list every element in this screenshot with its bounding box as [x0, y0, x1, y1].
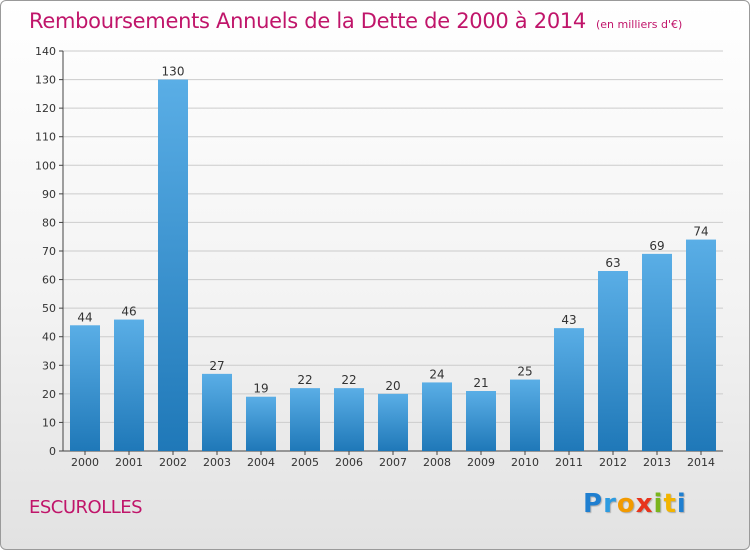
data-label: 74 — [693, 225, 708, 239]
bar — [378, 393, 408, 451]
logo-letter: x — [635, 489, 654, 519]
logo-letter: o — [616, 489, 636, 519]
y-tick-label: 50 — [42, 302, 56, 315]
bar — [290, 388, 320, 451]
x-tick-label: 2012 — [599, 456, 627, 469]
data-label: 27 — [209, 359, 224, 373]
data-label: 69 — [649, 239, 664, 253]
bar — [158, 79, 188, 452]
bar — [642, 253, 672, 451]
x-tick-label: 2003 — [203, 456, 231, 469]
labels: 2000 44 2001 46 2002 130 2003 27 2004 19 2005 22 200… — [71, 65, 715, 469]
y-tick-label: 30 — [42, 359, 56, 372]
data-label: 43 — [561, 313, 576, 327]
y-tick-label: 120 — [35, 102, 56, 115]
x-tick-label: 2002 — [159, 456, 187, 469]
y-tick-label: 60 — [42, 274, 56, 287]
data-label: 44 — [77, 310, 92, 324]
logo-letter: r — [603, 489, 617, 519]
y-tick-label: 140 — [35, 45, 56, 58]
x-tick-label: 2001 — [115, 456, 143, 469]
bar — [70, 325, 100, 451]
data-label: 25 — [517, 365, 532, 379]
data-label: 24 — [429, 367, 444, 381]
x-tick-label: 2006 — [335, 456, 363, 469]
chart-unit: (en milliers d'€) — [596, 18, 683, 31]
x-tick-label: 2005 — [291, 456, 319, 469]
proxiti-logo: Proxiti — [583, 489, 687, 519]
x-tick-label: 2009 — [467, 456, 495, 469]
y-tick-label: 80 — [42, 216, 56, 229]
y-tick-label: 20 — [42, 388, 56, 401]
x-tick-label: 2008 — [423, 456, 451, 469]
y-tick-label: 70 — [42, 245, 56, 258]
bar — [246, 396, 276, 451]
x-tick-label: 2004 — [247, 456, 275, 469]
x-tick-label: 2000 — [71, 456, 99, 469]
y-tick-label: 130 — [35, 74, 56, 87]
bars — [70, 79, 716, 452]
bar — [202, 373, 232, 451]
chart-title-text: Remboursements Annuels de la Dette de 20… — [29, 9, 586, 33]
x-tick-label: 2014 — [687, 456, 715, 469]
bar — [598, 271, 628, 451]
y-tick-label: 90 — [42, 188, 56, 201]
bar — [466, 391, 496, 451]
logo-letter: t — [663, 489, 677, 519]
x-tick-label: 2010 — [511, 456, 539, 469]
y-tick-label: 40 — [42, 331, 56, 344]
commune-name: ESCUROLLES — [29, 497, 143, 518]
data-label: 22 — [297, 373, 312, 387]
bar — [554, 328, 584, 451]
data-label: 63 — [605, 256, 620, 270]
bar — [686, 239, 716, 451]
data-label: 130 — [162, 65, 185, 79]
data-label: 46 — [121, 305, 136, 319]
x-tick-label: 2007 — [379, 456, 407, 469]
bar — [114, 319, 144, 451]
chart-title: Remboursements Annuels de la Dette de 20… — [29, 9, 682, 33]
bar — [334, 388, 364, 451]
y-tick-label: 100 — [35, 159, 56, 172]
bar — [510, 379, 540, 451]
data-label: 19 — [253, 382, 268, 396]
x-tick-label: 2013 — [643, 456, 671, 469]
y-tick-label: 110 — [35, 131, 56, 144]
logo-letter: i — [653, 489, 664, 519]
x-tick-label: 2011 — [555, 456, 583, 469]
bar — [422, 382, 452, 451]
logo-letter: i — [676, 489, 687, 519]
logo-letter: P — [583, 489, 604, 519]
data-label: 20 — [385, 379, 400, 393]
y-tick-label: 10 — [42, 416, 56, 429]
y-tick-label: 0 — [49, 445, 56, 458]
data-label: 22 — [341, 373, 356, 387]
data-label: 21 — [473, 376, 488, 390]
